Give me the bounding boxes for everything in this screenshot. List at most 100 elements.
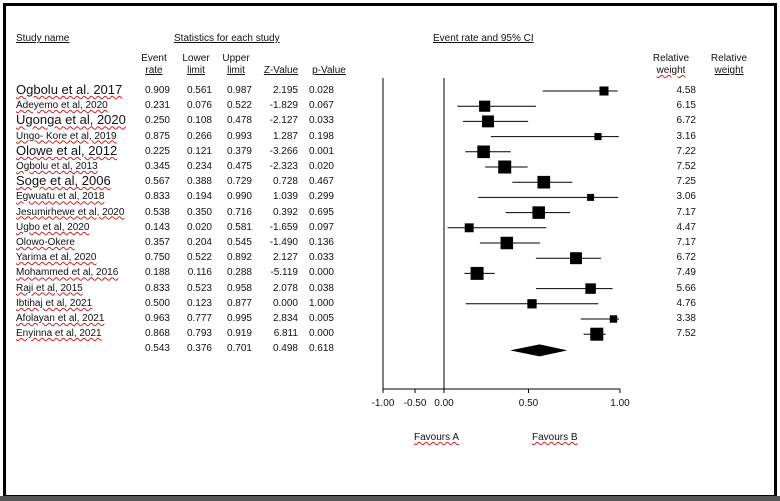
summary-p-value: 0.618: [308, 343, 334, 355]
event-rate-value: 0.225: [144, 145, 170, 157]
relative-weight-value: 7.52: [676, 328, 696, 340]
p-value: 0.136: [308, 237, 334, 248]
study-marker: [479, 100, 491, 112]
upper-limit-value: 0.475: [226, 161, 252, 172]
event-rate-value: 0.868: [144, 328, 170, 340]
relative-weight-value: 4.47: [676, 221, 696, 233]
z-value: 6.811: [273, 328, 298, 340]
lower-limit-header-line1: Lower: [182, 53, 210, 64]
summary-rate-value: 0.543: [144, 343, 170, 355]
p-value: 0.033: [308, 252, 334, 264]
event-rate-value: 0.833: [144, 191, 170, 203]
statistics-group-header: Statistics for each study: [174, 33, 280, 44]
study-name: Ungo- Kore et al, 2019: [16, 130, 117, 142]
lower-limit-header-line2: limit: [187, 65, 205, 76]
p-value: 0.033: [308, 115, 334, 127]
study-marker: [527, 299, 537, 309]
z-value: -2.323: [269, 161, 298, 172]
upper-limit-header-line2: limit: [227, 65, 245, 76]
lower-limit-value: 0.388: [186, 176, 212, 188]
event-rate-value: 0.250: [144, 115, 170, 127]
x-tick-label: 1.00: [610, 398, 630, 409]
study-name: Jesumirhewe et al, 2020: [16, 206, 125, 218]
z-value: 0.000: [272, 297, 298, 309]
event-rate-value: 0.963: [144, 313, 170, 324]
z-value: 0.728: [272, 176, 298, 188]
relative-weight2-header-line2: weight: [714, 65, 744, 76]
p-value: 0.000: [308, 267, 334, 279]
lower-limit-value: 0.523: [186, 282, 212, 294]
p-value: 0.000: [308, 328, 334, 340]
event-rate-value: 0.143: [144, 221, 170, 233]
z-value: -1.829: [269, 100, 298, 112]
relative-weight-value: 6.72: [676, 115, 696, 127]
z-value: 2.127: [272, 252, 298, 264]
relative-weight-value: 7.22: [676, 145, 696, 157]
relative-weight-value: 4.76: [676, 297, 696, 309]
study-marker: [585, 283, 596, 294]
z-value: -1.659: [269, 221, 298, 233]
p-value: 1.000: [308, 297, 334, 309]
study-name: Egwuatu et al, 2018: [16, 191, 105, 203]
study-name: Olowo-Okere: [16, 237, 75, 248]
study-marker: [482, 115, 494, 128]
event-rate-value: 0.909: [144, 85, 170, 96]
relative-weight-header-line1: Relative: [652, 53, 690, 64]
p-value: 0.001: [308, 145, 334, 157]
study-name: Adeyemo et al, 2020: [16, 100, 108, 112]
z-value: -5.119: [270, 267, 298, 279]
relative-weight-value: 6.72: [676, 252, 696, 264]
upper-limit-value: 0.990: [226, 191, 252, 203]
study-marker: [570, 252, 582, 265]
study-marker: [594, 133, 602, 141]
z-value: -1.490: [269, 237, 298, 248]
p-value: 0.005: [308, 313, 334, 324]
upper-limit-value: 0.581: [226, 221, 252, 233]
event-rate-value: 0.231: [144, 100, 170, 112]
bottom-cropped-strip: [0, 496, 780, 501]
p-value: 0.038: [308, 282, 334, 294]
x-tick-label: 0.50: [518, 398, 539, 409]
event-rate-value: 0.500: [144, 297, 170, 309]
relative-weight-header-line2: weight: [656, 65, 686, 76]
event-rate-value: 0.833: [144, 282, 170, 294]
relative-weight2-header-line1: Relative: [710, 53, 748, 64]
p-value: 0.467: [308, 176, 334, 188]
study-marker: [590, 327, 604, 341]
z-value: 2.834: [272, 313, 298, 324]
event-rate-value: 0.357: [144, 237, 170, 248]
lower-limit-value: 0.777: [186, 313, 212, 324]
relative-weight-value: 4.58: [676, 85, 696, 96]
z-value: 0.392: [272, 206, 298, 218]
relative-weight-value: 7.52: [676, 161, 696, 172]
study-marker: [609, 315, 618, 323]
upper-limit-value: 0.958: [226, 282, 252, 294]
p-value: 0.198: [308, 130, 334, 142]
study-name: Raji et al, 2015: [16, 282, 83, 294]
upper-limit-value: 0.993: [226, 130, 252, 142]
upper-limit-value: 0.995: [226, 313, 252, 324]
study-name: Ogbolu et al. 2017: [16, 82, 123, 97]
study-name: Enyinna et al, 2021: [16, 328, 102, 340]
upper-limit-value: 0.877: [226, 297, 252, 309]
p-value: 0.299: [308, 191, 334, 203]
lower-limit-value: 0.123: [186, 297, 212, 309]
p-value-header: p-Value: [312, 65, 346, 76]
z-value-header: Z-Value: [263, 65, 299, 76]
plot-title: Event rate and 95% CI: [433, 33, 534, 44]
upper-limit-value: 0.892: [226, 252, 252, 264]
x-tick-label: -0.50: [403, 398, 427, 409]
relative-weight-value: 7.25: [676, 176, 696, 188]
p-value: 0.695: [308, 206, 334, 218]
upper-limit-header-line1: Upper: [222, 53, 250, 64]
study-name-header: Study name: [16, 33, 70, 44]
upper-limit-value: 0.919: [226, 328, 252, 340]
study-name: Ibtihaj et al, 2021: [16, 297, 93, 309]
summary-lower-value: 0.376: [186, 343, 212, 355]
upper-limit-value: 0.545: [226, 237, 252, 248]
lower-limit-value: 0.204: [186, 237, 212, 248]
study-marker: [477, 145, 490, 159]
study-name: Mohammed et al, 2016: [16, 267, 119, 279]
relative-weight-value: 7.17: [676, 237, 696, 248]
